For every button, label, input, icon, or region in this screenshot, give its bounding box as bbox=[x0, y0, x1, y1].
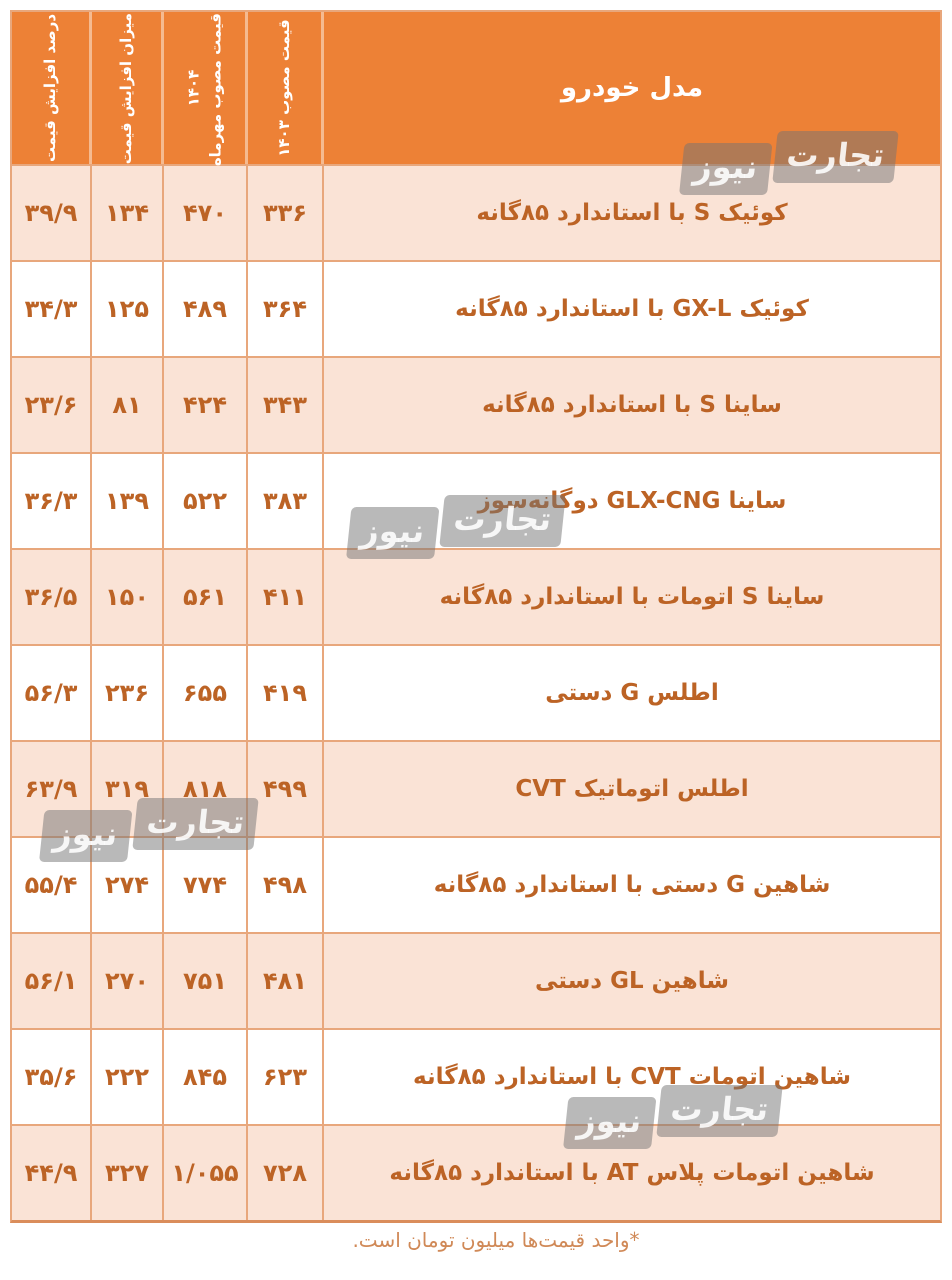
table-row: کوئیک GX-L با استاندارد ۸۵گانه ۳۶۴ ۴۸۹ ۱… bbox=[12, 260, 940, 356]
cell-price-1403: ۶۲۳ bbox=[248, 1030, 324, 1124]
table-row: کوئیک S با استاندارد ۸۵گانه ۳۳۶ ۴۷۰ ۱۳۴ … bbox=[12, 164, 940, 260]
cell-model: شاهین G دستی با استاندارد ۸۵گانه bbox=[433, 872, 831, 898]
cell-price-1403: ۴۹۹ bbox=[248, 742, 324, 836]
cell-increase: ۱۳۴ bbox=[92, 166, 164, 260]
table-body: کوئیک S با استاندارد ۸۵گانه ۳۳۶ ۴۷۰ ۱۳۴ … bbox=[12, 164, 940, 1220]
price-mehr-1404-label-line1: قیمت مصوب مهرماه bbox=[205, 13, 224, 167]
cell-increase: ۱۳۹ bbox=[92, 454, 164, 548]
cell-percent: ۵۵/۴ bbox=[12, 838, 92, 932]
column-header-model: مدل خودرو bbox=[324, 12, 940, 164]
column-header-price-mehr-1404: قیمت مصوب مهرماه ۱۴۰۴ bbox=[164, 12, 248, 167]
cell-model: شاهین اتومات CVT با استاندارد ۸۵گانه bbox=[413, 1064, 851, 1090]
table-row: اطلس اتوماتیک CVT ۴۹۹ ۸۱۸ ۳۱۹ ۶۳/۹ bbox=[12, 740, 940, 836]
car-price-table: مدل خودرو قیمت مصوب ۱۴۰۳ قیمت مصوب مهرما… bbox=[10, 10, 942, 1223]
cell-percent: ۳۴/۳ bbox=[12, 262, 92, 356]
table-row: شاهین اتومات CVT با استاندارد ۸۵گانه ۶۲۳… bbox=[12, 1028, 940, 1124]
cell-increase: ۲۷۴ bbox=[92, 838, 164, 932]
cell-price-1403: ۴۱۹ bbox=[248, 646, 324, 740]
cell-percent: ۲۳/۶ bbox=[12, 358, 92, 452]
table-row: شاهین اتومات پلاس AT با استاندارد ۸۵گانه… bbox=[12, 1124, 940, 1220]
cell-percent: ۵۶/۱ bbox=[12, 934, 92, 1028]
cell-model: کوئیک GX-L با استاندارد ۸۵گانه bbox=[455, 296, 809, 322]
table-row: ساینا GLX-CNG دوگانه‌سوز ۳۸۳ ۵۲۲ ۱۳۹ ۳۶/… bbox=[12, 452, 940, 548]
price-mehr-1404-label-line2: ۱۴۰۴ bbox=[183, 69, 202, 107]
cell-price-1403: ۳۳۶ bbox=[248, 166, 324, 260]
cell-increase: ۱۵۰ bbox=[92, 550, 164, 644]
table-header-row: مدل خودرو قیمت مصوب ۱۴۰۳ قیمت مصوب مهرما… bbox=[12, 12, 940, 167]
table-row: اطلس G دستی ۴۱۹ ۶۵۵ ۲۳۶ ۵۶/۳ bbox=[12, 644, 940, 740]
cell-price-mehr-1404: ۷۵۱ bbox=[164, 934, 248, 1028]
cell-price-1403: ۳۶۴ bbox=[248, 262, 324, 356]
cell-model: ساینا GLX-CNG دوگانه‌سوز bbox=[477, 488, 787, 514]
increase-label: میزان افزایش قیمت bbox=[116, 13, 135, 165]
cell-price-1403: ۳۴۳ bbox=[248, 358, 324, 452]
cell-percent: ۳۵/۶ bbox=[12, 1030, 92, 1124]
column-header-price-1403: قیمت مصوب ۱۴۰۳ bbox=[248, 12, 324, 164]
cell-price-mehr-1404: ۸۴۵ bbox=[164, 1030, 248, 1124]
table-row: ساینا S با استاندارد ۸۵گانه ۳۴۳ ۴۲۴ ۸۱ ۲… bbox=[12, 356, 940, 452]
table-row: ساینا S اتومات با استاندارد ۸۵گانه ۴۱۱ ۵… bbox=[12, 548, 940, 644]
cell-percent: ۳۹/۹ bbox=[12, 166, 92, 260]
cell-increase: ۸۱ bbox=[92, 358, 164, 452]
cell-price-mehr-1404: ۱/۰۵۵ bbox=[164, 1126, 248, 1220]
cell-price-mehr-1404: ۵۲۲ bbox=[164, 454, 248, 548]
cell-price-mehr-1404: ۸۱۸ bbox=[164, 742, 248, 836]
cell-price-mehr-1404: ۴۷۰ bbox=[164, 166, 248, 260]
column-header-increase: میزان افزایش قیمت bbox=[92, 12, 164, 164]
cell-percent: ۳۶/۳ bbox=[12, 454, 92, 548]
table-row: شاهین G دستی با استاندارد ۸۵گانه ۴۹۸ ۷۷۴… bbox=[12, 836, 940, 932]
cell-model: شاهین اتومات پلاس AT با استاندارد ۸۵گانه bbox=[389, 1160, 875, 1186]
cell-increase: ۲۳۶ bbox=[92, 646, 164, 740]
cell-price-1403: ۷۲۸ bbox=[248, 1126, 324, 1220]
cell-model: شاهین GL دستی bbox=[535, 968, 729, 994]
cell-price-1403: ۴۸۱ bbox=[248, 934, 324, 1028]
cell-model: اطلس اتوماتیک CVT bbox=[515, 776, 749, 802]
cell-price-mehr-1404: ۷۷۴ bbox=[164, 838, 248, 932]
price-1403-label: قیمت مصوب ۱۴۰۳ bbox=[274, 19, 293, 157]
cell-increase: ۱۲۵ bbox=[92, 262, 164, 356]
cell-increase: ۲۷۰ bbox=[92, 934, 164, 1028]
percent-label: درصد افزایش قیمت bbox=[40, 13, 59, 163]
cell-increase: ۳۱۹ bbox=[92, 742, 164, 836]
cell-price-mehr-1404: ۶۵۵ bbox=[164, 646, 248, 740]
cell-price-1403: ۴۹۸ bbox=[248, 838, 324, 932]
footnote: *واحد قیمت‌ها میلیون تومان است. bbox=[352, 1228, 640, 1252]
cell-price-mehr-1404: ۵۶۱ bbox=[164, 550, 248, 644]
table-row: شاهین GL دستی ۴۸۱ ۷۵۱ ۲۷۰ ۵۶/۱ bbox=[12, 932, 940, 1028]
column-header-percent: درصد افزایش قیمت bbox=[12, 12, 92, 164]
cell-increase: ۳۲۷ bbox=[92, 1126, 164, 1220]
model-column-title: مدل خودرو bbox=[560, 73, 704, 103]
cell-increase: ۲۲۲ bbox=[92, 1030, 164, 1124]
price-mehr-1404-label: قیمت مصوب مهرماه ۱۴۰۴ bbox=[183, 13, 227, 167]
cell-percent: ۴۴/۹ bbox=[12, 1126, 92, 1220]
cell-price-1403: ۴۱۱ bbox=[248, 550, 324, 644]
cell-price-mehr-1404: ۴۸۹ bbox=[164, 262, 248, 356]
cell-model: کوئیک S با استاندارد ۸۵گانه bbox=[476, 200, 788, 226]
cell-model: ساینا S با استاندارد ۸۵گانه bbox=[482, 392, 782, 418]
cell-price-1403: ۳۸۳ bbox=[248, 454, 324, 548]
cell-model: ساینا S اتومات با استاندارد ۸۵گانه bbox=[439, 584, 825, 610]
cell-model: اطلس G دستی bbox=[545, 680, 719, 706]
cell-percent: ۵۶/۳ bbox=[12, 646, 92, 740]
cell-percent: ۳۶/۵ bbox=[12, 550, 92, 644]
cell-percent: ۶۳/۹ bbox=[12, 742, 92, 836]
cell-price-mehr-1404: ۴۲۴ bbox=[164, 358, 248, 452]
